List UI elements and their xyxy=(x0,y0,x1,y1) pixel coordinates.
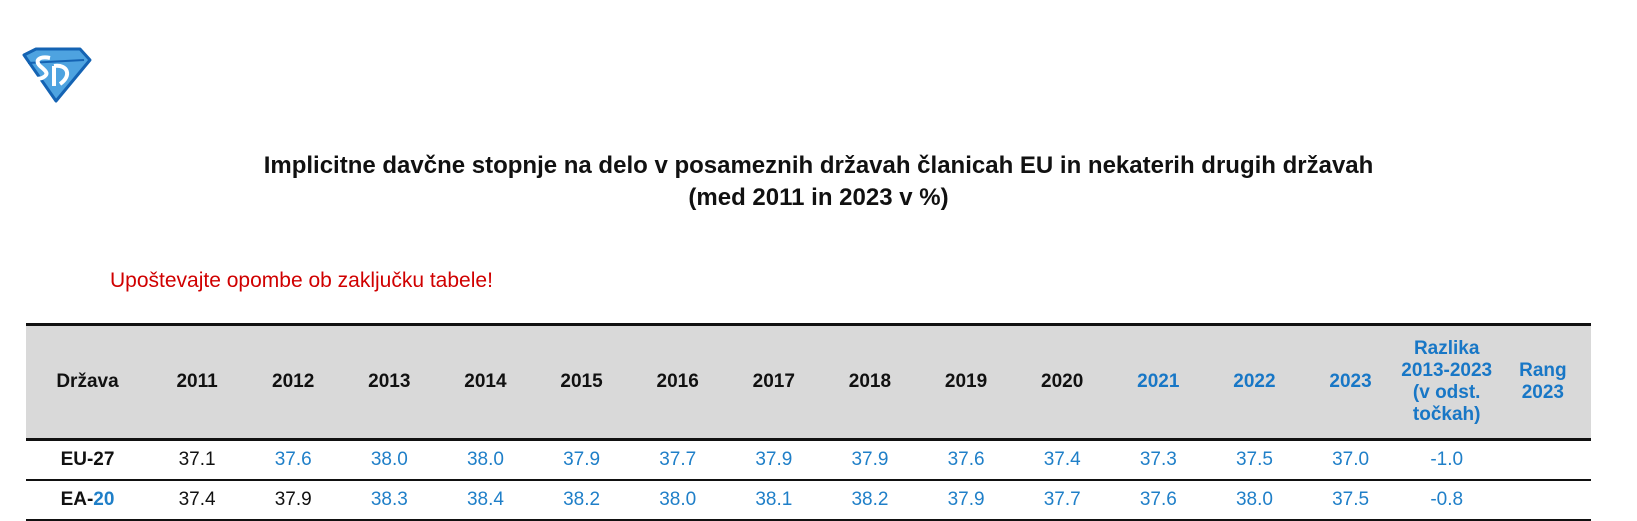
value-cell: 37.5 xyxy=(1206,439,1303,481)
value-cell: 38.0 xyxy=(341,439,438,481)
header-year: 2013 xyxy=(341,323,438,441)
table-header-row: Država 2011 2012 2013 2014 2015 2016 201… xyxy=(26,323,1591,441)
header-difference: Razlika 2013-2023 (v odst. točkah) xyxy=(1398,323,1495,441)
header-rank: Rang 2023 xyxy=(1494,323,1591,441)
value-cell: 37.6 xyxy=(918,439,1015,481)
value-cell: 38.1 xyxy=(725,479,822,521)
value-cell: 37.9 xyxy=(533,439,630,481)
page-title: Implicitne davčne stopnje na delo v posa… xyxy=(0,150,1637,214)
value-cell: 37.4 xyxy=(1014,439,1111,481)
tax-rate-table: Država 2011 2012 2013 2014 2015 2016 201… xyxy=(26,323,1591,521)
value-cell: 37.5 xyxy=(1302,479,1399,521)
value-cell: 38.3 xyxy=(341,479,438,521)
value-cell: 38.0 xyxy=(629,479,726,521)
value-cell: 37.7 xyxy=(629,439,726,481)
difference-cell: -0.8 xyxy=(1398,479,1495,521)
header-year: 2020 xyxy=(1014,323,1111,441)
value-cell: 37.9 xyxy=(821,439,918,481)
header-year: 2021 xyxy=(1110,323,1207,441)
rank-cell xyxy=(1494,479,1591,521)
country-code-prefix: EA- xyxy=(60,488,94,510)
header-year: 2014 xyxy=(437,323,534,441)
header-year: 2011 xyxy=(149,323,246,441)
rank-cell xyxy=(1494,439,1591,481)
country-cell: EA-20 xyxy=(26,479,149,521)
table-row: EA-20 37.4 37.9 38.3 38.4 38.2 38.0 38.1… xyxy=(26,479,1591,521)
value-cell: 37.9 xyxy=(725,439,822,481)
country-cell: EU-27 xyxy=(26,439,149,481)
value-cell: 37.6 xyxy=(245,439,342,481)
header-year: 2017 xyxy=(725,323,822,441)
value-cell: 38.2 xyxy=(821,479,918,521)
title-line-2: (med 2011 in 2023 v %) xyxy=(688,184,949,211)
header-year: 2016 xyxy=(629,323,726,441)
value-cell: 37.7 xyxy=(1014,479,1111,521)
header-country: Država xyxy=(26,323,149,441)
header-year: 2018 xyxy=(821,323,918,441)
value-cell: 38.2 xyxy=(533,479,630,521)
notes-warning: Upoštevajte opombe ob zaključku tabele! xyxy=(110,269,493,292)
country-code-suffix: 20 xyxy=(93,488,115,510)
value-cell: 37.0 xyxy=(1302,439,1399,481)
value-cell: 37.1 xyxy=(149,439,246,481)
title-line-1: Implicitne davčne stopnje na delo v posa… xyxy=(263,152,1374,179)
value-cell: 38.4 xyxy=(437,479,534,521)
header-year: 2015 xyxy=(533,323,630,441)
table-row: EU-27 37.1 37.6 38.0 38.0 37.9 37.7 37.9… xyxy=(26,439,1591,481)
value-cell: 37.6 xyxy=(1110,479,1207,521)
logo-icon xyxy=(22,47,92,103)
value-cell: 37.3 xyxy=(1110,439,1207,481)
value-cell: 38.0 xyxy=(1206,479,1303,521)
value-cell: 38.0 xyxy=(437,439,534,481)
header-year: 2012 xyxy=(245,323,342,441)
header-year: 2023 xyxy=(1302,323,1399,441)
header-year: 2022 xyxy=(1206,323,1303,441)
difference-cell: -1.0 xyxy=(1398,439,1495,481)
header-year: 2019 xyxy=(918,323,1015,441)
value-cell: 37.9 xyxy=(918,479,1015,521)
value-cell: 37.4 xyxy=(149,479,246,521)
value-cell: 37.9 xyxy=(245,479,342,521)
